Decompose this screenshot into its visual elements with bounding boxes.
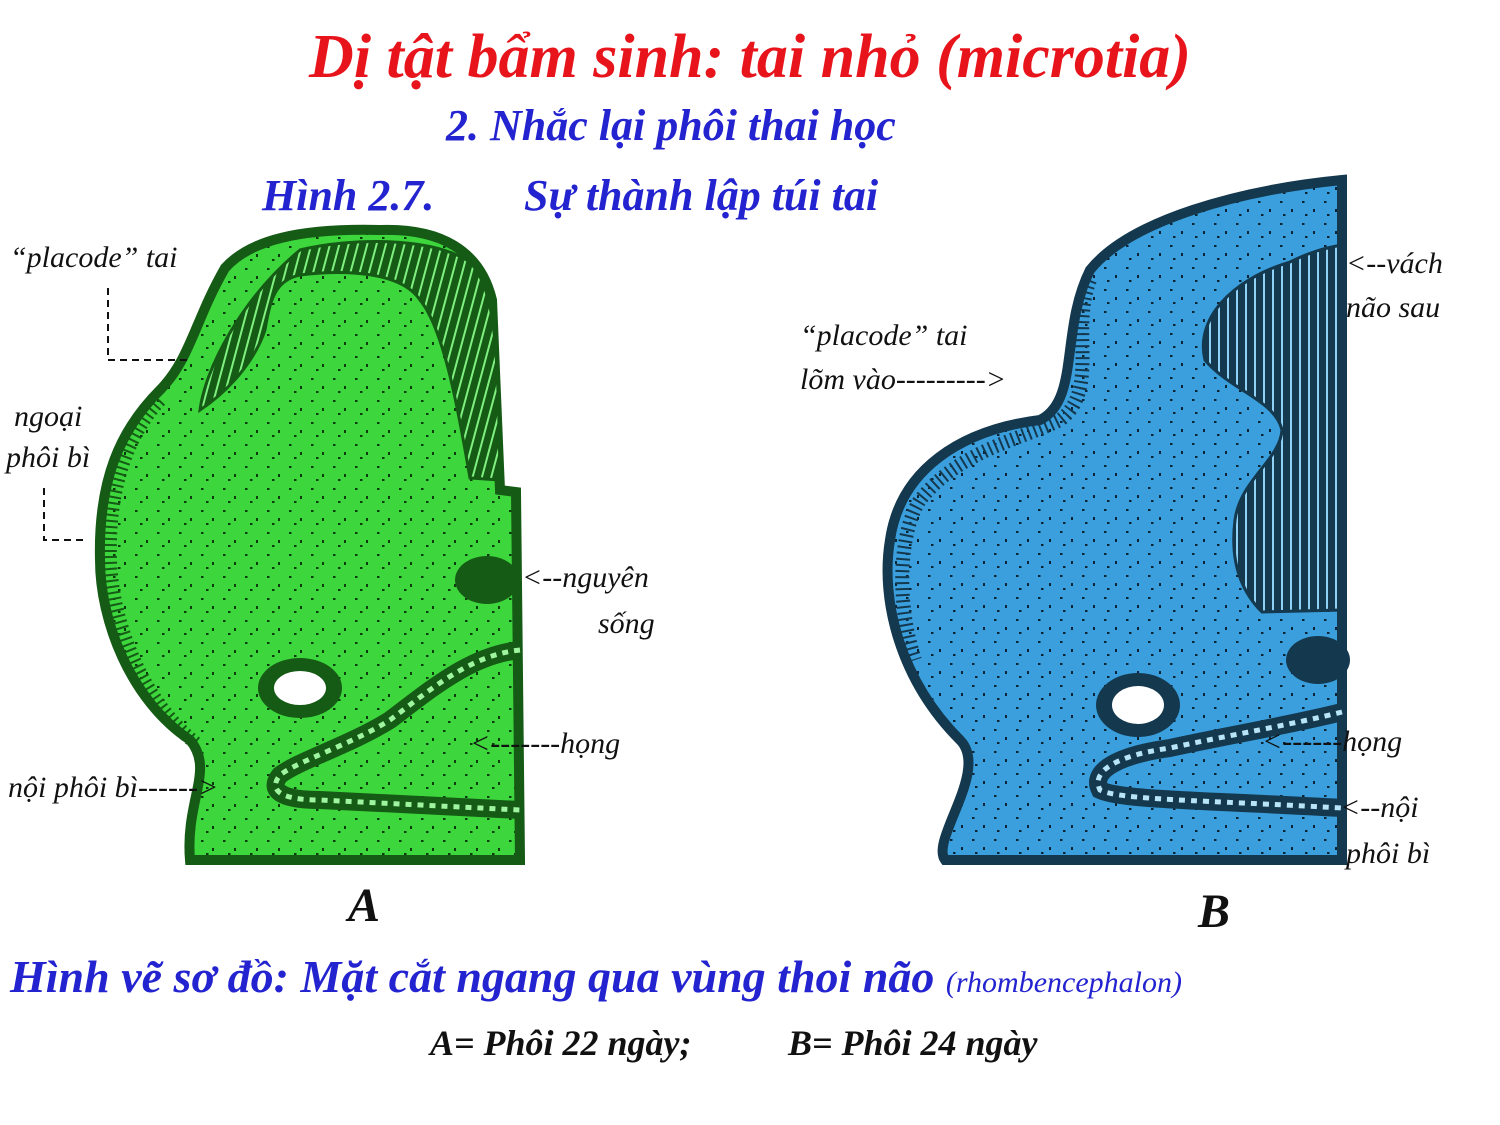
figure-number: Hình 2.7. [262, 171, 435, 220]
panel-a-vesicle-lumen [274, 671, 326, 705]
panel-a-neural-wall [198, 239, 502, 482]
label-b-endoderm-line2: phôi bì [1346, 837, 1431, 870]
figure-caption: Hình vẽ sơ đồ: Mặt cắt ngang qua vùng th… [10, 950, 1182, 1003]
label-b-wall-line1: <--vách [1346, 247, 1443, 280]
legend-a: A= Phôi 22 ngày; [430, 1023, 692, 1063]
panel-b-notochord [1286, 636, 1350, 684]
label-a-placode: “placode” tai [10, 241, 178, 274]
panel-b-placode-layer [895, 277, 1097, 663]
label-a-notochord-line2: sống [598, 607, 655, 640]
label-a-ectoderm-line1: ngoại [14, 400, 83, 433]
label-b-wall-line2: não sau [1346, 291, 1441, 324]
panel-a-diagram [94, 224, 526, 865]
label-b-placode-line1: “placode” tai [800, 319, 968, 352]
panel-a-placode-leader [107, 288, 190, 361]
panel-a-letter: A [348, 879, 381, 932]
caption-latin: (rhombencephalon) [945, 966, 1182, 999]
label-a-pharynx: <-------họng [470, 727, 621, 760]
label-a-ectoderm-line2: phôi bì [6, 441, 91, 474]
figure-title: Sự thành lập túi tai [524, 171, 879, 220]
label-a-notochord-line1: <--nguyên [522, 561, 649, 594]
slide-title: Dị tật bẩm sinh: tai nhỏ (microtia) [309, 23, 1191, 91]
label-a-endoderm: nội phôi bì------> [8, 771, 219, 804]
label-b-endoderm-line1: <--nội [1340, 791, 1419, 824]
panel-b-neural-wall [1201, 243, 1344, 614]
section-subtitle: 2. Nhắc lại phôi thai học [446, 101, 896, 150]
panel-b-vesicle-lumen [1112, 686, 1164, 724]
legend-b: B= Phôi 24 ngày [788, 1023, 1038, 1063]
caption-main: Hình vẽ sơ đồ: Mặt cắt ngang qua vùng th… [10, 951, 935, 1002]
panel-b-letter: B [1198, 885, 1231, 938]
panel-a-ectoderm-leader [43, 488, 88, 541]
panel-b-diagram [882, 174, 1350, 865]
label-b-pharynx: <------họng [1262, 725, 1403, 758]
label-b-placode-line2: lõm vào---------> [800, 363, 1006, 396]
panel-a-notochord [455, 556, 519, 604]
